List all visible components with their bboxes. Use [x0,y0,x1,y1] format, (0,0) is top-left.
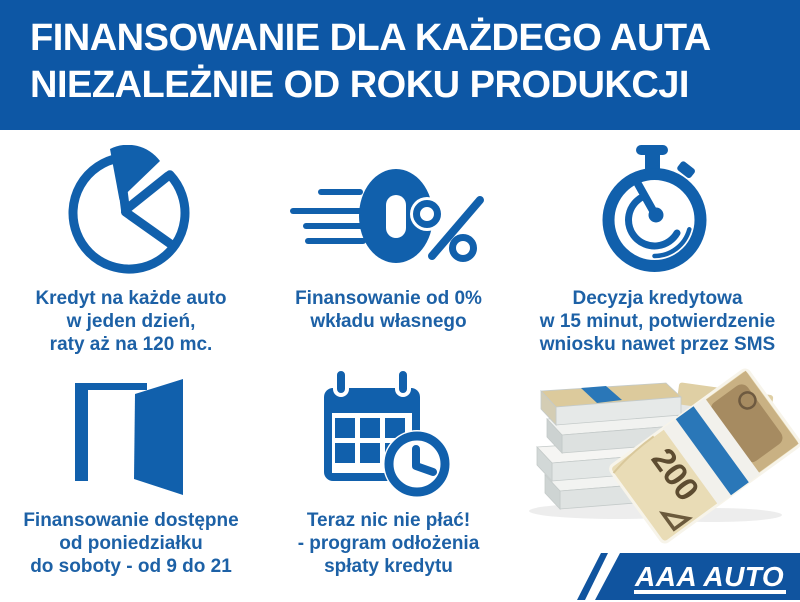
header-line-2: NIEZALEŻNIE OD ROKU PRODUKCJI [30,64,689,106]
caption-line: wniosku nawet przez SMS [539,334,776,355]
open-door-icon [75,378,183,495]
feature-cell-opening-hours [0,367,262,507]
caption-line: raty aż na 120 mc. [49,334,213,355]
aaa-auto-logo-band: AAA AUTO [577,553,800,600]
money-stacks-image: 200 [528,368,800,544]
feature-cell-decision [515,130,800,285]
caption-credit: Kredyt na każde auto w jeden dzień, raty… [0,285,262,367]
pie-chart-icon [68,144,190,274]
feature-cell-zero-percent [262,130,515,285]
feature-cell-credit [0,130,262,285]
caption-line: Finansowanie dostępne [23,510,239,531]
calendar-clock-icon [323,367,451,498]
caption-line: do soboty - od 9 do 21 [30,556,232,577]
header-line-1: FINANSOWANIE DLA KAŻDEGO AUTA [30,17,711,59]
caption-line: - program odłożenia [297,533,480,554]
caption-line: Kredyt na każde auto [35,288,227,309]
caption-deferred-payment: Teraz nic nie płać! - program odłożenia … [262,507,515,602]
caption-line: Finansowanie od 0% [295,288,482,309]
caption-line: spłaty kredytu [324,556,453,577]
caption-zero-percent: Finansowanie od 0% wkładu własnego [262,285,515,367]
caption-opening-hours: Finansowanie dostępne od poniedziałku do… [0,507,262,602]
caption-line: Teraz nic nie płać! [306,510,471,531]
caption-line: wkładu własnego [310,311,467,332]
aaa-auto-logo-text: AAA AUTO [634,561,784,592]
feature-grid: Kredyt na każde auto w jeden dzień, raty… [0,130,800,602]
caption-decision: Decyzja kredytowa w 15 minut, potwierdze… [515,285,800,367]
caption-line: od poniedziałku [59,533,203,554]
zero-percent-icon [289,168,487,263]
stopwatch-icon [602,144,706,272]
caption-line: Decyzja kredytowa [572,288,743,309]
header-banner: FINANSOWANIE DLA KAŻDEGO AUTA NIEZALEŻNI… [0,0,800,130]
aaa-auto-logo: AAA AUTO [575,540,800,600]
feature-cell-money: 200 [515,363,800,544]
feature-cell-deferred-payment [262,367,515,507]
caption-line: w jeden dzień, [66,311,196,332]
caption-line: w 15 minut, potwierdzenie [539,311,776,332]
